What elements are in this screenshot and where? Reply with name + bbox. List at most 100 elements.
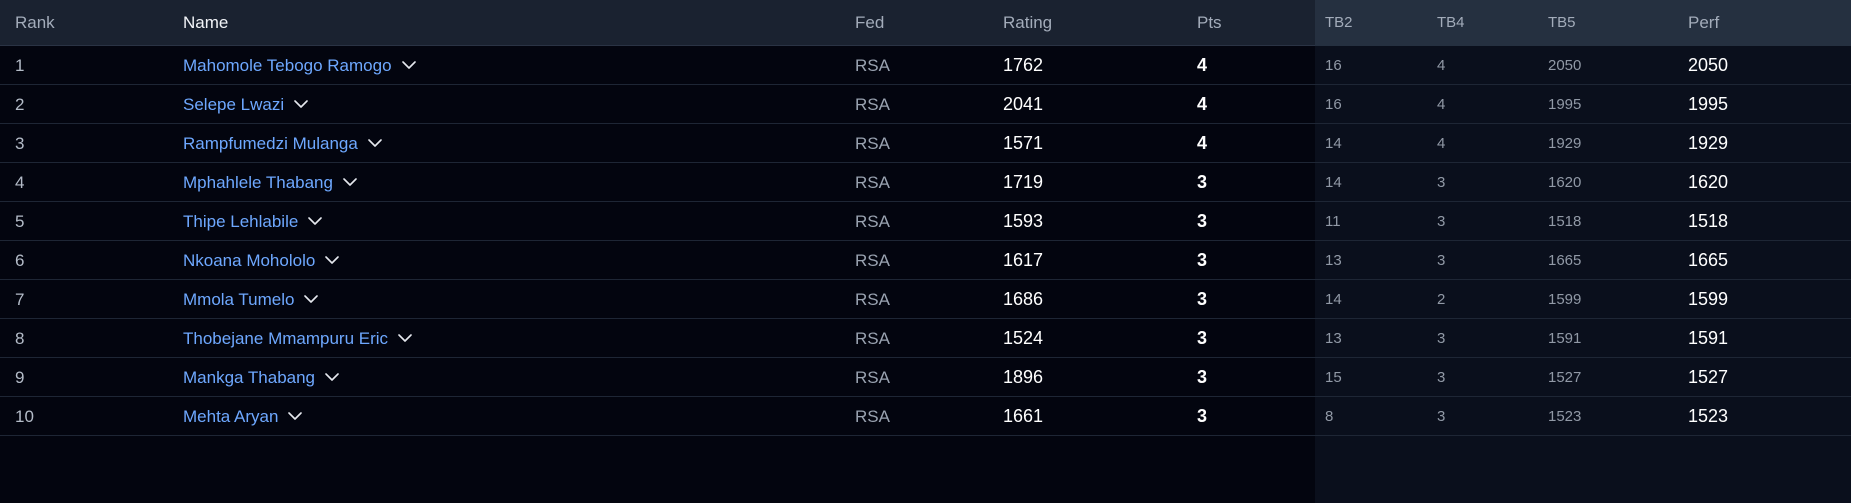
player-name-link[interactable]: Nkoana Mohololo — [183, 241, 345, 280]
chevron-down-icon[interactable] — [392, 46, 422, 85]
player-name-link[interactable]: Thipe Lehlabile — [183, 202, 328, 241]
rating-cell: 2041 — [1003, 94, 1044, 114]
performance-cell: 1665 — [1688, 250, 1729, 270]
federation-cell: RSA — [855, 95, 890, 114]
player-name[interactable]: Nkoana Mohololo — [183, 251, 316, 270]
table-row: 1 Mahomole Tebogo Ramogo RSA 1762 4 16 4 2050 20… — [0, 46, 1851, 85]
player-name[interactable]: Mahomole Tebogo Ramogo — [183, 56, 392, 75]
federation-cell: RSA — [855, 173, 890, 192]
performance-cell: 1620 — [1688, 172, 1729, 192]
table-row: 7 Mmola Tumelo RSA 1686 3 14 2 1599 1599 — [0, 280, 1851, 319]
player-name[interactable]: Mmola Tumelo — [183, 290, 295, 309]
header-perf[interactable]: Perf — [1688, 13, 1720, 32]
rank-cell: 1 — [15, 56, 25, 75]
performance-cell: 1591 — [1688, 328, 1729, 348]
federation-cell: RSA — [855, 212, 890, 231]
player-name[interactable]: Mphahlele Thabang — [183, 173, 333, 192]
header-tb4[interactable]: TB4 — [1437, 14, 1465, 31]
points-cell: 3 — [1197, 367, 1208, 387]
player-name[interactable]: Mankga Thabang — [183, 368, 316, 387]
chevron-down-icon[interactable] — [294, 280, 324, 319]
rating-cell: 1571 — [1003, 133, 1044, 153]
rating-cell: 1686 — [1003, 289, 1044, 309]
rank-cell: 5 — [15, 212, 25, 231]
table-row: 9 Mankga Thabang RSA 1896 3 15 3 1527 1527 — [0, 358, 1851, 397]
tb2-cell: 13 — [1325, 330, 1342, 347]
header-tb2[interactable]: TB2 — [1325, 14, 1353, 31]
tb2-cell: 16 — [1325, 96, 1342, 113]
rating-cell: 1719 — [1003, 172, 1044, 192]
points-cell: 4 — [1197, 133, 1208, 153]
rank-cell: 9 — [15, 368, 25, 387]
performance-cell: 2050 — [1688, 55, 1729, 75]
federation-cell: RSA — [855, 329, 890, 348]
tb2-cell: 14 — [1325, 174, 1342, 191]
tiebreak-column-shade — [1315, 0, 1851, 503]
performance-cell: 1995 — [1688, 94, 1729, 114]
chevron-down-icon[interactable] — [388, 319, 418, 358]
tb2-cell: 11 — [1325, 213, 1341, 230]
tb4-cell: 3 — [1437, 252, 1446, 269]
chevron-down-icon[interactable] — [333, 163, 363, 202]
player-name-link[interactable]: Selepe Lwazi — [183, 85, 314, 124]
points-cell: 3 — [1197, 406, 1208, 426]
points-cell: 4 — [1197, 94, 1208, 114]
header-rank[interactable]: Rank — [15, 13, 55, 32]
chevron-down-icon[interactable] — [315, 358, 345, 397]
tb2-cell: 14 — [1325, 135, 1342, 152]
player-name[interactable]: Thipe Lehlabile — [183, 212, 299, 231]
player-name-link[interactable]: Mehta Aryan — [183, 397, 308, 436]
tb2-cell: 16 — [1325, 57, 1342, 74]
tiebreak-header-shade — [1315, 0, 1851, 46]
tb2-cell: 15 — [1325, 369, 1342, 386]
rating-cell: 1593 — [1003, 211, 1044, 231]
player-name[interactable]: Rampfumedzi Mulanga — [183, 134, 358, 153]
rating-cell: 1762 — [1003, 55, 1044, 75]
header-tb5[interactable]: TB5 — [1548, 14, 1576, 31]
rating-cell: 1524 — [1003, 328, 1044, 348]
tb5-cell: 1527 — [1548, 369, 1582, 386]
tb4-cell: 3 — [1437, 408, 1446, 425]
points-cell: 3 — [1197, 289, 1208, 309]
player-name-link[interactable]: Thobejane Mmampuru Eric — [183, 319, 418, 358]
player-name-link[interactable]: Mmola Tumelo — [183, 280, 324, 319]
chevron-down-icon[interactable] — [284, 85, 314, 124]
table-row: 6 Nkoana Mohololo RSA 1617 3 13 3 1665 1665 — [0, 241, 1851, 280]
chevron-down-icon[interactable] — [315, 241, 345, 280]
rank-cell: 10 — [15, 407, 34, 426]
player-name[interactable]: Mehta Aryan — [183, 407, 279, 426]
table-row: 8 Thobejane Mmampuru Eric RSA 1524 3 13 3 1591 1… — [0, 319, 1851, 358]
points-cell: 3 — [1197, 328, 1208, 348]
table-header: Rank Name Fed Rating Pts TB2 TB4 TB5 Per… — [0, 0, 1851, 46]
header-pts[interactable]: Pts — [1197, 13, 1222, 32]
performance-cell: 1599 — [1688, 289, 1729, 309]
chevron-down-icon[interactable] — [358, 124, 388, 163]
chevron-down-icon[interactable] — [278, 397, 308, 436]
rating-cell: 1661 — [1003, 406, 1044, 426]
tb5-cell: 1523 — [1548, 408, 1582, 425]
tb5-cell: 1929 — [1548, 135, 1582, 152]
player-name[interactable]: Selepe Lwazi — [183, 95, 285, 114]
rating-cell: 1617 — [1003, 250, 1044, 270]
tb4-cell: 3 — [1437, 213, 1446, 230]
performance-cell: 1527 — [1688, 367, 1729, 387]
table-row: 4 Mphahlele Thabang RSA 1719 3 14 3 1620 1620 — [0, 163, 1851, 202]
tb4-cell: 3 — [1437, 369, 1446, 386]
header-rating[interactable]: Rating — [1003, 13, 1053, 32]
player-name-link[interactable]: Mphahlele Thabang — [183, 163, 363, 202]
tb5-cell: 1995 — [1548, 96, 1582, 113]
chevron-down-icon[interactable] — [298, 202, 328, 241]
tb4-cell: 3 — [1437, 174, 1446, 191]
player-name-link[interactable]: Mahomole Tebogo Ramogo — [183, 46, 422, 85]
federation-cell: RSA — [855, 368, 890, 387]
tb4-cell: 4 — [1437, 96, 1446, 113]
points-cell: 3 — [1197, 250, 1208, 270]
table-row: 3 Rampfumedzi Mulanga RSA 1571 4 14 4 1929 1929 — [0, 124, 1851, 163]
header-fed[interactable]: Fed — [855, 13, 885, 32]
player-name-link[interactable]: Rampfumedzi Mulanga — [183, 124, 388, 163]
rating-cell: 1896 — [1003, 367, 1044, 387]
header-name[interactable]: Name — [183, 13, 229, 32]
player-name-link[interactable]: Mankga Thabang — [183, 358, 345, 397]
player-name[interactable]: Thobejane Mmampuru Eric — [183, 329, 389, 348]
